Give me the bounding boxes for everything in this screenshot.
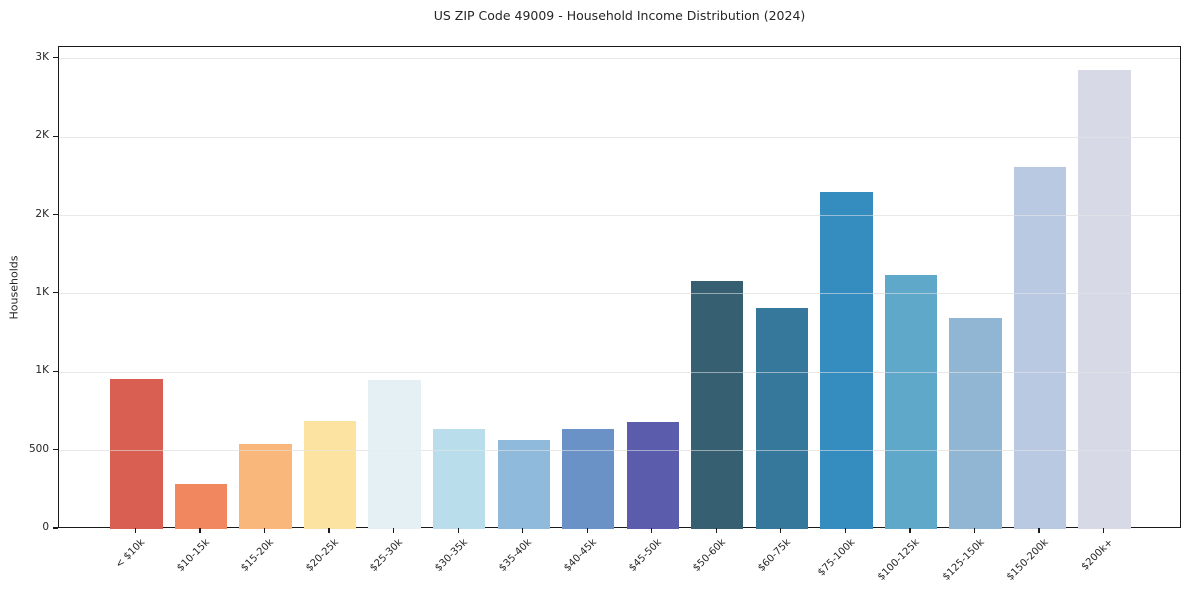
- x-tick-label: $35-40k: [497, 537, 535, 574]
- gridline-overlay: [59, 215, 1180, 216]
- y-tick-label: 0: [42, 521, 49, 533]
- y-tick-label: 2K: [35, 129, 49, 142]
- bar-$40-45k: [562, 429, 615, 529]
- y-tick-mark: [53, 527, 58, 529]
- bar-$10-15k: [174, 483, 228, 529]
- x-tick-label: $30-35k: [433, 537, 470, 574]
- plot-area: [58, 46, 1181, 529]
- bar-$200k+: [1078, 69, 1131, 529]
- gridline-overlay: [59, 136, 1180, 138]
- x-tick-mark: [780, 528, 782, 533]
- x-tick-mark: [522, 528, 524, 533]
- y-tick-mark: [53, 57, 58, 59]
- x-tick-mark: [1102, 528, 1105, 533]
- x-tick-mark: [586, 528, 588, 533]
- gridline-overlay: [59, 371, 1180, 373]
- x-tick-mark: [651, 528, 653, 533]
- bar-$75-100k: [820, 191, 873, 529]
- x-tick-label: $75-100k: [815, 537, 858, 579]
- y-axis-label: Households: [7, 255, 21, 320]
- bar-$50-60k: [691, 280, 744, 529]
- x-tick-label: $45-50k: [626, 537, 664, 574]
- x-tick-label: < $10k: [113, 537, 148, 571]
- x-tick-mark: [715, 528, 717, 533]
- y-tick-mark: [53, 449, 58, 451]
- y-tick-mark: [53, 135, 58, 137]
- x-tick-mark: [457, 528, 459, 533]
- x-tick-mark: [1038, 528, 1040, 533]
- x-tick-label: $50-60k: [691, 537, 729, 574]
- y-tick-mark: [53, 213, 58, 216]
- bar-$125-150k: [949, 318, 1002, 529]
- x-tick-mark: [973, 528, 976, 533]
- y-tick-label: 1K: [35, 364, 49, 377]
- x-tick-label: $25-30k: [368, 537, 406, 574]
- x-tick-label: $20-25k: [303, 537, 341, 574]
- chart-title: US ZIP Code 49009 - Household Income Dis…: [433, 8, 806, 23]
- bar-< $10k: [110, 378, 163, 529]
- bar-$25-30k: [368, 380, 421, 529]
- x-tick-mark: [199, 528, 201, 533]
- bar-$30-35k: [433, 428, 486, 529]
- bar-$35-40k: [497, 440, 550, 529]
- gridline-overlay: [59, 450, 1180, 452]
- bar-$15-20k: [239, 443, 292, 529]
- y-tick-label: 500: [28, 442, 49, 455]
- x-tick-label: $15-20k: [239, 537, 277, 574]
- y-tick-label: 1K: [35, 285, 49, 298]
- x-tick-mark: [393, 528, 395, 533]
- bar-$150-200k: [1013, 166, 1067, 529]
- x-tick-label: $200k+: [1079, 537, 1116, 573]
- y-tick-mark: [53, 370, 58, 372]
- gridline-overlay: [59, 293, 1180, 295]
- y-tick-label: 2K: [35, 207, 49, 220]
- x-tick-label: $10-15k: [174, 537, 212, 574]
- x-tick-label: $60-75k: [755, 537, 793, 574]
- x-tick-mark: [328, 528, 330, 533]
- x-tick-label: $150-200k: [1004, 537, 1051, 583]
- bar-$45-50k: [626, 421, 679, 529]
- x-tick-mark: [844, 528, 846, 533]
- x-tick-mark: [263, 528, 266, 533]
- y-tick-mark: [53, 292, 58, 294]
- y-tick-label: 3K: [35, 50, 49, 63]
- bar-$60-75k: [755, 307, 808, 529]
- x-tick-label: $40-45k: [562, 537, 600, 574]
- x-tick-mark: [134, 528, 137, 533]
- bar-$100-125k: [884, 275, 938, 529]
- gridline-overlay: [59, 58, 1180, 60]
- bar-$20-25k: [303, 420, 357, 529]
- x-tick-label: $100-125k: [875, 537, 922, 583]
- x-tick-label: $125-150k: [940, 537, 987, 583]
- x-tick-mark: [909, 528, 911, 533]
